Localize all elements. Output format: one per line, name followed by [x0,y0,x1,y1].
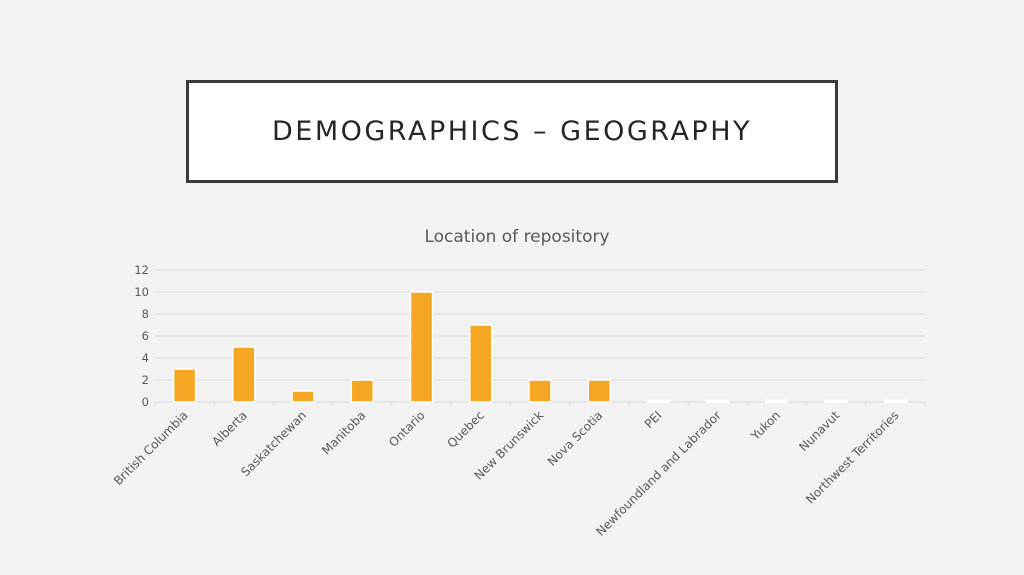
y-tick-label: 12 [134,263,149,277]
bar [646,399,671,403]
bar [232,346,256,403]
bar [469,324,493,403]
bar [291,390,315,403]
y-tick-label: 6 [142,329,149,343]
y-tick-label: 0 [142,395,149,409]
x-category-label: Quebec [444,408,486,450]
x-category-label: Yukon [748,408,783,443]
title-box: DEMOGRAPHICS – GEOGRAPHY [186,80,838,183]
slide-title: DEMOGRAPHICS – GEOGRAPHY [271,116,753,147]
x-category-label: Manitoba [319,408,368,457]
bar [350,379,375,403]
y-tick-label: 10 [134,285,149,299]
y-tick-label: 4 [142,351,149,365]
chart-title: Location of repository [424,227,609,247]
x-category-label: British Columbia [111,408,191,488]
bars [172,291,908,403]
x-category-label: Alberta [209,408,250,449]
bar [528,379,552,403]
bar [824,399,848,403]
bar [765,399,789,403]
y-axis-ticks: 0 2 4 6 8 10 12 [134,263,149,409]
grid-lines [154,269,926,406]
x-category-label: Nunavut [796,408,842,454]
x-category-label: Nova Scotia [545,408,605,468]
bar [587,379,611,403]
bar [409,291,434,403]
y-tick-label: 2 [142,373,149,387]
bar [705,399,730,403]
x-category-label: PEI [642,408,665,431]
bar [883,399,908,403]
bar [172,368,197,403]
x-category-label: Ontario [386,408,428,450]
x-category-label: Newfoundland and Labrador [593,408,724,539]
y-tick-label: 8 [142,307,149,321]
